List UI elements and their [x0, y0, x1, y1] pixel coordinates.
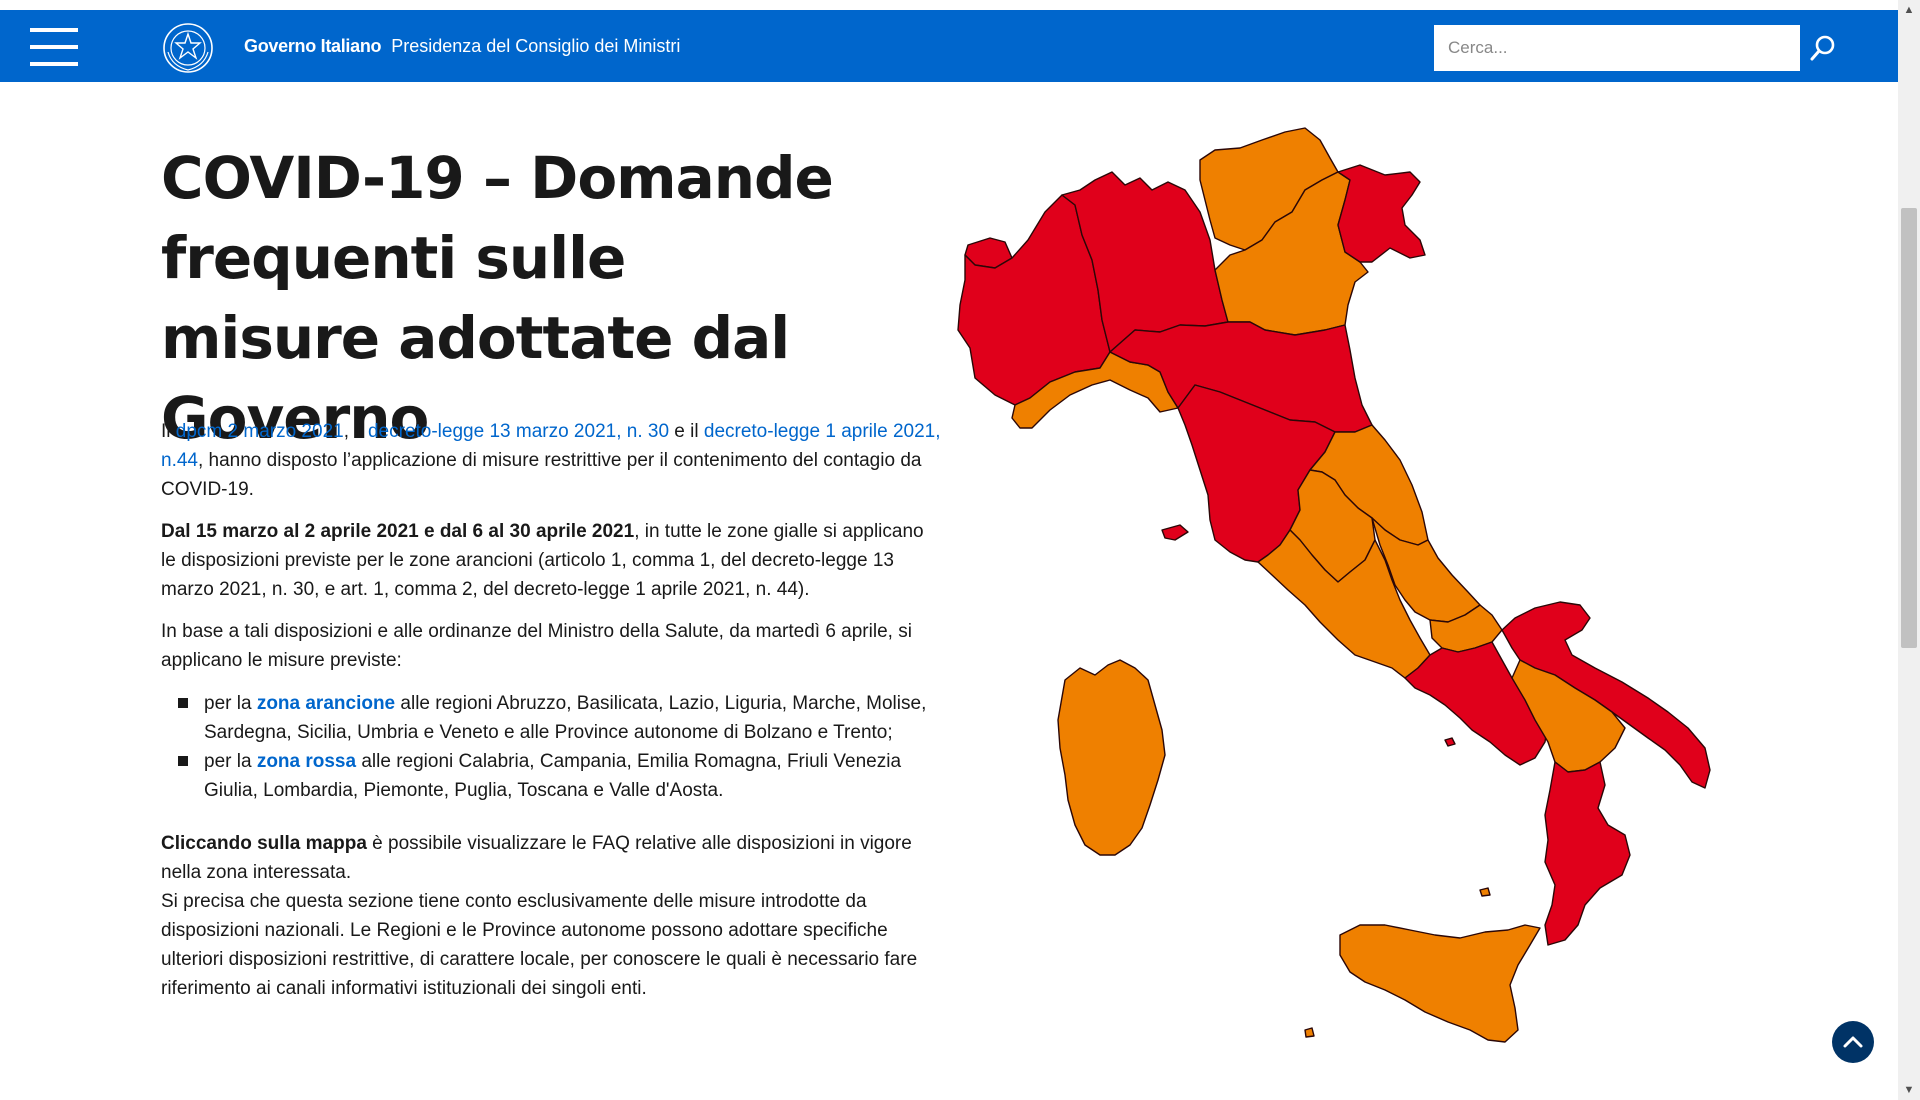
search-box: [1434, 25, 1846, 71]
decreto-legge-44-link[interactable]: decreto-legge 1 aprile 2021, n.44: [161, 421, 941, 471]
italian-republic-emblem-icon[interactable]: [162, 22, 214, 74]
intro-text: , il: [343, 421, 368, 442]
page-title: COVID-19 – Domande frequenti sulle misur…: [161, 144, 834, 452]
back-to-top-button[interactable]: [1832, 1021, 1874, 1063]
scrollbar-thumb[interactable]: [1901, 208, 1917, 648]
page-scrollbar[interactable]: ▲ ▼: [1898, 0, 1920, 1100]
scroll-down-arrow-icon[interactable]: ▼: [1903, 1084, 1915, 1096]
menu-icon[interactable]: [30, 28, 78, 66]
zone-regions: alle regioni Calabria, Campania, Emilia …: [204, 751, 902, 801]
site-brand[interactable]: Governo Italiano Presidenza del Consiglio…: [244, 36, 680, 57]
region-sardegna[interactable]: [1057, 659, 1166, 856]
region-basilicata[interactable]: [1511, 659, 1626, 773]
zone-prefix: per la: [204, 693, 257, 714]
region-capri-island[interactable]: [1444, 737, 1456, 747]
zona-arancione-link[interactable]: zona arancione: [256, 693, 396, 714]
intro-paragraph: Il dpcm 2 marzo 2021, il decreto-legge 1…: [161, 417, 941, 504]
map-note-bold: Cliccando sulla mappa: [161, 833, 367, 854]
map-note-text: è possibile visualizzare le FAQ relative…: [161, 833, 912, 883]
dates-text: , in tutte le zone gialle si applicano l…: [161, 521, 924, 600]
search-input[interactable]: [1434, 25, 1800, 71]
list-item-zona-arancione: per la zona arancione alle regioni Abruz…: [178, 689, 941, 747]
search-icon: [1810, 35, 1835, 61]
zona-rossa-link[interactable]: zona rossa: [256, 751, 357, 772]
search-button[interactable]: [1800, 25, 1846, 71]
region-aeolian-islands[interactable]: [1479, 887, 1491, 897]
intro-text: Il: [161, 421, 176, 442]
intro-text: , hanno disposto l’applicazione di misur…: [161, 450, 922, 500]
brand-primary[interactable]: Governo Italiano: [244, 36, 382, 56]
region-liguria[interactable]: [1011, 351, 1179, 429]
disclaimer-paragraph: Si precisa che questa sezione tiene cont…: [161, 891, 918, 999]
chevron-up-icon: [1843, 1036, 1863, 1048]
article-body: Il dpcm 2 marzo 2021, il decreto-legge 1…: [161, 417, 941, 1003]
map-note-paragraph: Cliccando sulla mappa è possibile visual…: [161, 829, 941, 887]
zone-prefix: per la: [204, 751, 257, 772]
zones-list: per la zona arancione alle regioni Abruz…: [161, 689, 941, 805]
zone-regions: alle regioni Abruzzo, Basilicata, Lazio,…: [204, 693, 927, 743]
list-item-zona-rossa: per la zona rossa alle regioni Calabria,…: [178, 747, 941, 805]
region-elba-island[interactable]: [1161, 524, 1189, 541]
ordinances-paragraph: In base a tali disposizioni e alle ordin…: [161, 621, 912, 671]
region-lazio[interactable]: [1257, 529, 1431, 679]
dates-paragraph: Dal 15 marzo al 2 aprile 2021 e dal 6 al…: [161, 517, 941, 604]
intro-text: e il: [669, 421, 704, 442]
region-sicilia[interactable]: [1339, 924, 1541, 1043]
top-navigation-bar: Governo Italiano Presidenza del Consiglio…: [0, 10, 1898, 82]
region-friuli-venezia-giulia[interactable]: [1337, 164, 1426, 263]
brand-secondary[interactable]: Presidenza del Consiglio dei Ministri: [391, 36, 681, 56]
dates-bold: Dal 15 marzo al 2 aprile 2021 e dal 6 al…: [161, 521, 635, 542]
italy-zones-map[interactable]: [950, 120, 1750, 1070]
scroll-up-arrow-icon[interactable]: ▲: [1903, 4, 1915, 16]
region-pantelleria-island[interactable]: [1304, 1027, 1315, 1038]
decreto-legge-30-link[interactable]: decreto-legge 13 marzo 2021, n. 30: [367, 421, 670, 442]
map-note-block: Cliccando sulla mappa è possibile visual…: [161, 829, 941, 1003]
region-calabria[interactable]: [1544, 761, 1631, 946]
dpcm-link[interactable]: dpcm 2 marzo 2021: [175, 421, 344, 442]
region-molise[interactable]: [1429, 604, 1503, 653]
